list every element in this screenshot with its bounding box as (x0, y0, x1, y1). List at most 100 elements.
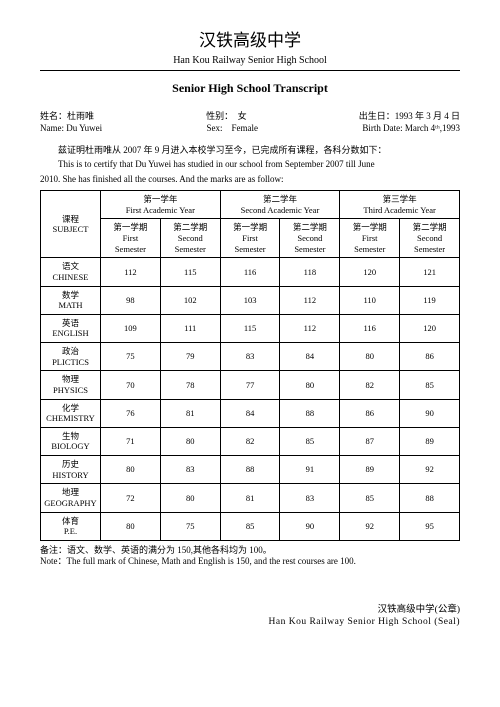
score-cell: 88 (400, 484, 460, 512)
sex-en: Female (232, 123, 259, 133)
score-cell: 111 (160, 314, 220, 342)
year-header-1: 第一学年First Academic Year (101, 191, 221, 219)
score-cell: 103 (220, 286, 280, 314)
school-name-en: Han Kou Railway Senior High School (40, 54, 460, 67)
score-cell: 112 (101, 258, 161, 286)
score-cell: 78 (160, 371, 220, 399)
seal-en: Han Kou Railway Senior High School (Seal… (40, 616, 460, 628)
score-cell: 88 (280, 399, 340, 427)
note-en: Note：The full mark of Chinese, Math and … (40, 556, 460, 568)
score-cell: 80 (160, 427, 220, 455)
score-cell: 121 (400, 258, 460, 286)
table-row: 物理PHYSICS707877808285 (41, 371, 460, 399)
score-cell: 76 (101, 399, 161, 427)
score-cell: 112 (280, 314, 340, 342)
cert-statement-en1: This is to certify that Du Yuwei has stu… (40, 159, 460, 171)
subject-cell: 政治PLICTICS (41, 343, 101, 371)
marks-table: 课程 SUBJECT 第一学年First Academic Year 第二学年S… (40, 190, 460, 541)
score-cell: 95 (400, 512, 460, 540)
score-cell: 80 (160, 484, 220, 512)
subject-cell: 化学CHEMISTRY (41, 399, 101, 427)
score-cell: 119 (400, 286, 460, 314)
score-cell: 77 (220, 371, 280, 399)
score-cell: 102 (160, 286, 220, 314)
score-cell: 83 (220, 343, 280, 371)
score-cell: 86 (400, 343, 460, 371)
table-row: 生物BIOLOGY718082858789 (41, 427, 460, 455)
year-header-3: 第三学年Third Academic Year (340, 191, 460, 219)
sex-cn: 女 (238, 111, 247, 121)
sem-header: 第二学期SecondSemester (280, 219, 340, 258)
table-row: 语文CHINESE112115116118120121 (41, 258, 460, 286)
score-cell: 83 (280, 484, 340, 512)
table-row: 数学MATH98102103112110119 (41, 286, 460, 314)
sem-header: 第一学期FirstSemester (340, 219, 400, 258)
score-cell: 116 (220, 258, 280, 286)
table-row: 体育P.E.807585909295 (41, 512, 460, 540)
score-cell: 84 (280, 343, 340, 371)
score-cell: 70 (101, 371, 161, 399)
score-cell: 92 (400, 456, 460, 484)
score-cell: 81 (220, 484, 280, 512)
table-row: 化学CHEMISTRY768184888690 (41, 399, 460, 427)
subject-cell: 语文CHINESE (41, 258, 101, 286)
score-cell: 82 (340, 371, 400, 399)
score-cell: 120 (340, 258, 400, 286)
birth-cn: 1993 年 3 月 4 日 (395, 111, 460, 121)
score-cell: 85 (400, 371, 460, 399)
subject-cell: 物理PHYSICS (41, 371, 101, 399)
score-cell: 80 (280, 371, 340, 399)
score-cell: 81 (160, 399, 220, 427)
subject-cell: 生物BIOLOGY (41, 427, 101, 455)
table-row: 历史HISTORY808388918992 (41, 456, 460, 484)
subject-cell: 历史HISTORY (41, 456, 101, 484)
score-cell: 75 (101, 343, 161, 371)
score-cell: 88 (220, 456, 280, 484)
subject-cell: 数学MATH (41, 286, 101, 314)
subject-cell: 地理GEOGRAPHY (41, 484, 101, 512)
sem-header: 第一学期FirstSemester (101, 219, 161, 258)
score-cell: 71 (101, 427, 161, 455)
subject-cell: 体育P.E. (41, 512, 101, 540)
subject-cell: 英语ENGLISH (41, 314, 101, 342)
name-en: Du Yuwei (66, 123, 102, 133)
cert-statement-en2: 2010. She has finished all the courses. … (40, 174, 460, 186)
score-cell: 98 (101, 286, 161, 314)
score-cell: 90 (280, 512, 340, 540)
sem-header: 第二学期SecondSemester (400, 219, 460, 258)
score-cell: 80 (101, 456, 161, 484)
table-row: 政治PLICTICS757983848086 (41, 343, 460, 371)
transcript-heading: Senior High School Transcript (40, 81, 460, 97)
school-name-cn: 汉铁高级中学 (40, 30, 460, 52)
score-cell: 89 (400, 427, 460, 455)
score-cell: 87 (340, 427, 400, 455)
score-cell: 115 (160, 258, 220, 286)
score-cell: 118 (280, 258, 340, 286)
score-cell: 120 (400, 314, 460, 342)
score-cell: 115 (220, 314, 280, 342)
score-cell: 82 (220, 427, 280, 455)
score-cell: 80 (101, 512, 161, 540)
score-cell: 86 (340, 399, 400, 427)
sem-header: 第二学期SecondSemester (160, 219, 220, 258)
info-row-cn: 姓名：杜雨唯 性别： 女 出生日：1993 年 3 月 4 日 (40, 111, 460, 123)
birth-en: March 4ᵗʰ,1993 (405, 123, 460, 133)
score-cell: 83 (160, 456, 220, 484)
info-row-en: Name: Du Yuwei Sex: Female Birth Date: M… (40, 123, 460, 135)
score-cell: 85 (280, 427, 340, 455)
score-cell: 109 (101, 314, 161, 342)
score-cell: 72 (101, 484, 161, 512)
score-cell: 89 (340, 456, 400, 484)
score-cell: 75 (160, 512, 220, 540)
score-cell: 112 (280, 286, 340, 314)
cert-statement-cn: 兹证明杜雨唯从 2007 年 9 月进入本校学习至今，已完成所有课程，各科分数如… (40, 145, 460, 157)
score-cell: 79 (160, 343, 220, 371)
score-cell: 92 (340, 512, 400, 540)
name-cn: 杜雨唯 (67, 111, 94, 121)
score-cell: 116 (340, 314, 400, 342)
year-header-2: 第二学年Second Academic Year (220, 191, 340, 219)
score-cell: 91 (280, 456, 340, 484)
sem-header: 第一学期FirstSemester (220, 219, 280, 258)
score-cell: 110 (340, 286, 400, 314)
score-cell: 80 (340, 343, 400, 371)
